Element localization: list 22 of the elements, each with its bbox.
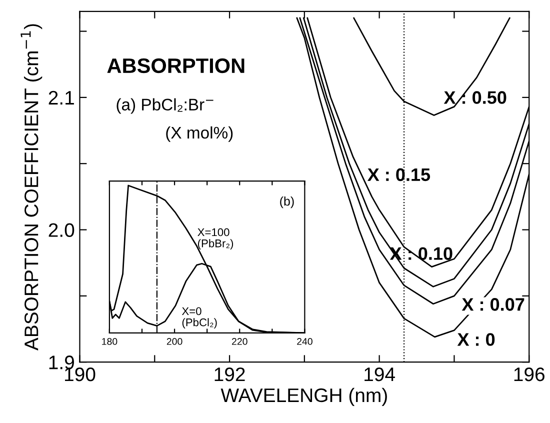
annotation: (X mol%) bbox=[166, 126, 233, 142]
x-tick-label: 220 bbox=[232, 338, 248, 345]
legend-label: X : 0.07 bbox=[462, 298, 524, 311]
y-tick-label: 1.9 bbox=[49, 356, 74, 370]
series-label: X=0 (PbCl₂) bbox=[182, 307, 217, 328]
x-tick-label: 190 bbox=[65, 367, 96, 382]
y-tick-label: 2.1 bbox=[48, 90, 74, 104]
x-tick-label: 192 bbox=[214, 367, 245, 382]
series-label: X : 0 bbox=[457, 333, 495, 346]
series-label: X=100 (PbBr₂) bbox=[198, 228, 234, 250]
annotation: (a) PbCl₂:Br$^{−}$ bbox=[116, 98, 214, 114]
annotation: ABSORPTION bbox=[107, 58, 244, 74]
x-tick-label: 180 bbox=[102, 338, 118, 345]
x-tick-label: 240 bbox=[297, 338, 312, 345]
annotation: (b) bbox=[280, 196, 294, 208]
x-tick-label: 194 bbox=[364, 367, 395, 382]
y-axis-title: ABSORPTION COEFFICIENT (cm$^{−1}$) bbox=[20, 24, 42, 351]
x-axis-title: WAVELENGH (nm) bbox=[220, 388, 387, 406]
x-tick-label: 196 bbox=[514, 367, 544, 382]
y-tick-label: 2.0 bbox=[48, 223, 74, 237]
x-tick-label: 200 bbox=[166, 338, 182, 345]
series-label: X : 0.15 bbox=[367, 168, 430, 182]
